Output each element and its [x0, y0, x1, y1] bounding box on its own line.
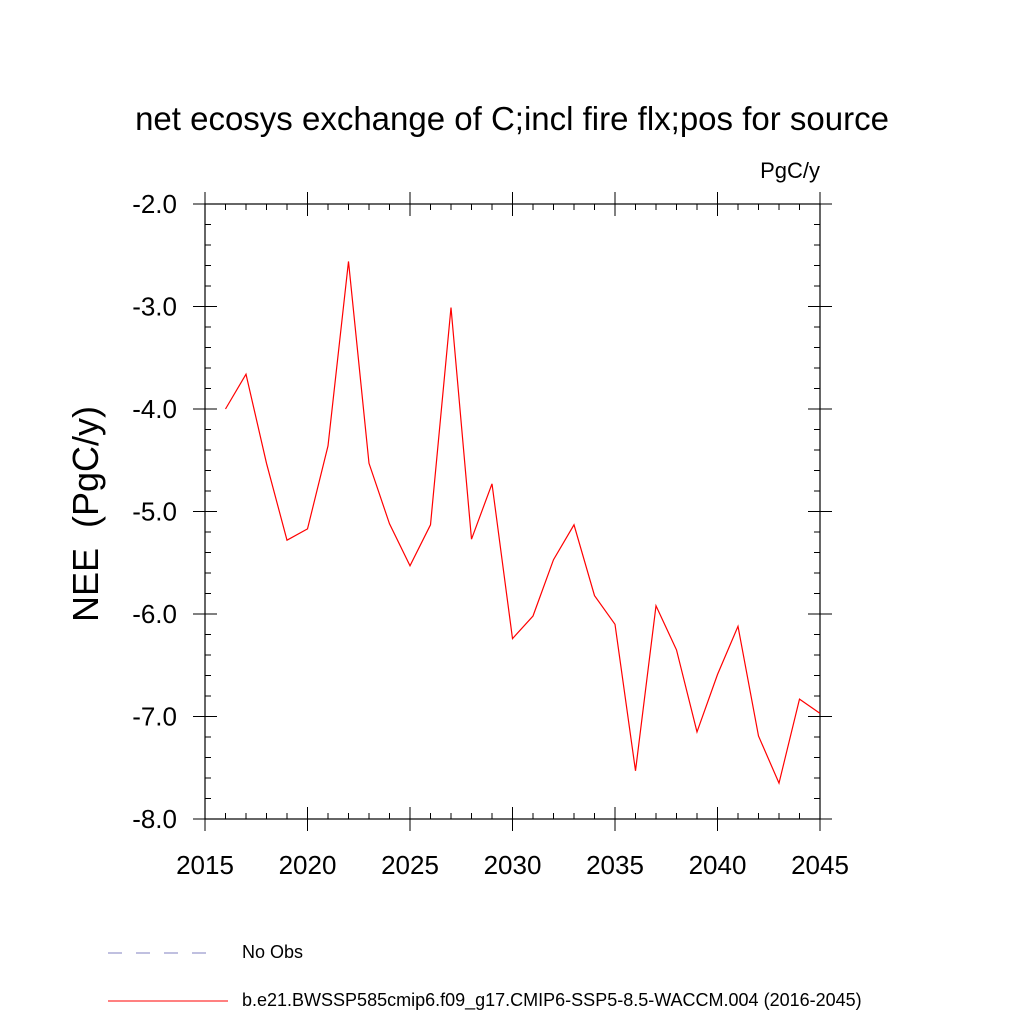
x-tick-label: 2020	[279, 850, 337, 880]
plot-frame	[204, 203, 821, 820]
chart-title: net ecosys exchange of C;incl fire flx;p…	[135, 100, 889, 137]
x-tick-label: 2040	[689, 850, 747, 880]
legend-obs-label: No Obs	[242, 942, 304, 962]
legend-model-label: b.e21.BWSSP585cmip6.f09_g17.CMIP6-SSP5-8…	[242, 990, 862, 1010]
x-tick-label: 2015	[176, 850, 234, 880]
x-tick-label: 2035	[586, 850, 644, 880]
x-tick-label: 2045	[791, 850, 849, 880]
x-tick-label: 2030	[484, 850, 542, 880]
axis-ticks	[193, 192, 832, 831]
y-tick-label: -6.0	[132, 599, 177, 629]
y-tick-label: -2.0	[132, 189, 177, 219]
y-tick-label: -7.0	[132, 702, 177, 732]
axis-tick-labels: 2015 2020 2025 2030 2035 2040 2045 -2.0 -3.0 -4.0…	[132, 189, 849, 880]
x-tick-label: 2025	[381, 850, 439, 880]
y-tick-label: -4.0	[132, 394, 177, 424]
series-group	[224, 261, 821, 785]
y-tick-label: -3.0	[132, 292, 177, 322]
y-tick-label: -8.0	[132, 804, 177, 834]
y-tick-label: -5.0	[132, 497, 177, 527]
units-label: PgC/y	[760, 158, 820, 183]
series-line	[224, 261, 821, 785]
